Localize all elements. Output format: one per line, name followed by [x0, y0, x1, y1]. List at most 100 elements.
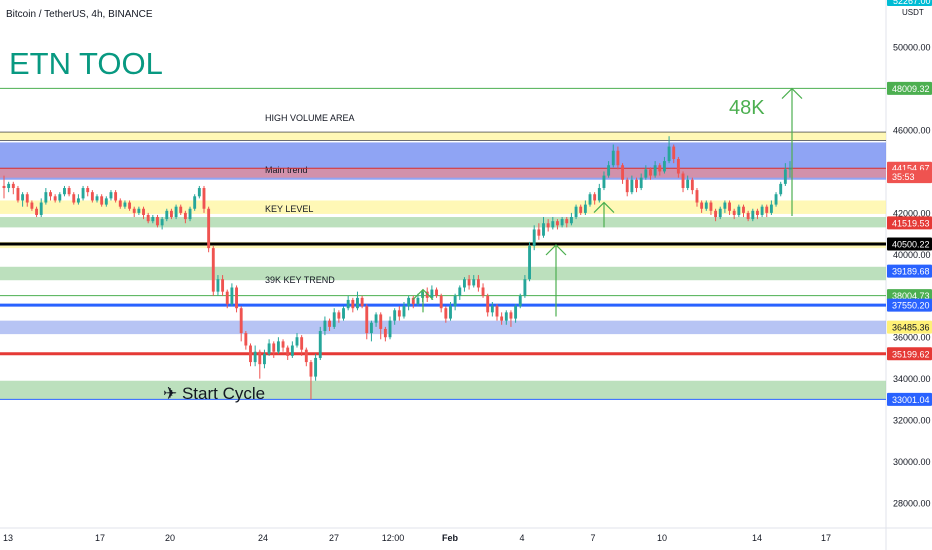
time-tick-label: 4 — [519, 533, 524, 543]
candle-body — [221, 279, 225, 292]
candle-body — [142, 208, 145, 215]
candle — [309, 360, 313, 400]
time-axis[interactable]: 13 17 20 24 27 12:00 Feb 4 7 10 14 17 — [3, 533, 831, 543]
time-tick-label: 24 — [258, 533, 268, 543]
candle-body — [309, 362, 313, 377]
candle-body — [328, 320, 332, 327]
candle-body — [230, 287, 234, 305]
candle-body — [332, 312, 336, 327]
candle-body — [593, 194, 597, 201]
time-tick-label: 10 — [657, 533, 667, 543]
candle — [49, 190, 52, 201]
candle-body — [100, 196, 104, 205]
candle-body — [565, 219, 569, 224]
candle — [174, 204, 178, 220]
candle — [425, 287, 429, 302]
symbol-header: Bitcoin / TetherUS, 4h, BINANCE — [6, 9, 153, 20]
candle-body — [509, 312, 513, 319]
candle-body — [774, 194, 778, 205]
candle — [630, 175, 634, 195]
candle-body — [244, 333, 248, 346]
candle-body — [104, 198, 108, 205]
candle-body — [197, 188, 201, 197]
candle-body — [258, 351, 262, 365]
candle — [76, 194, 80, 205]
candle — [86, 185, 90, 197]
candle-body — [779, 183, 783, 195]
arrow-head — [593, 201, 615, 213]
candle — [286, 345, 290, 361]
candle — [714, 208, 718, 222]
candle — [532, 225, 536, 251]
candle — [388, 316, 392, 340]
candle-body — [118, 200, 122, 207]
candle-body — [788, 168, 792, 170]
candle — [109, 190, 113, 201]
candle — [616, 146, 620, 170]
candle — [44, 188, 48, 205]
candle-body — [635, 179, 638, 189]
top-price-tag — [887, 0, 932, 6]
candle-body — [53, 196, 57, 201]
candle-body — [523, 279, 527, 296]
candle-body — [156, 217, 159, 226]
candle-body — [472, 279, 476, 286]
time-tick-label: 13 — [3, 533, 13, 543]
time-tick-label: 14 — [752, 533, 762, 543]
time-tick-label: 20 — [165, 533, 175, 543]
candle-body — [397, 310, 401, 317]
candle-body — [490, 306, 494, 313]
candle-body — [746, 212, 750, 220]
time-tick-label: 17 — [821, 533, 831, 543]
candle-body — [690, 179, 694, 191]
candle-body — [304, 349, 308, 363]
candle-body — [360, 297, 364, 307]
candle-body — [723, 202, 727, 209]
candle-body — [709, 202, 713, 211]
candle-body — [11, 183, 15, 189]
candle — [263, 349, 266, 369]
currency-label[interactable]: USDT — [902, 8, 924, 17]
candle — [295, 333, 299, 348]
candle — [676, 156, 680, 178]
candle — [528, 241, 531, 282]
zone-label: 39K KEY TREND — [265, 275, 335, 285]
price-axis[interactable]: 28000.00 30000.00 32000.00 34000.00 36000.00… — [887, 0, 932, 509]
candle-body — [439, 295, 443, 309]
candle — [314, 353, 318, 381]
candle — [402, 301, 406, 319]
candle — [342, 306, 345, 321]
price-tag-bg — [887, 264, 932, 278]
price-tag-bg — [887, 216, 932, 230]
candle — [137, 206, 141, 215]
candle — [746, 210, 750, 222]
price-tag: 39189.68 — [887, 264, 932, 278]
candle-body — [765, 206, 769, 213]
candle-body — [7, 183, 11, 189]
candle-body — [486, 295, 490, 313]
candle-body — [500, 316, 504, 321]
candle — [667, 136, 671, 164]
candle — [686, 175, 690, 191]
candle — [472, 275, 476, 288]
candle — [658, 163, 662, 176]
candle-body — [263, 353, 266, 365]
candle — [132, 206, 136, 218]
candle — [239, 306, 243, 342]
candle — [583, 200, 587, 215]
candle-body — [760, 206, 764, 215]
candle — [556, 219, 559, 230]
candle — [253, 345, 257, 367]
candle-body — [114, 192, 118, 201]
candle-body — [202, 188, 206, 209]
candle — [123, 200, 127, 209]
candle-body — [235, 287, 238, 309]
candle-body — [672, 146, 676, 160]
candle — [183, 210, 187, 224]
candle — [179, 204, 183, 215]
candle-body — [216, 279, 220, 292]
candle — [416, 293, 420, 307]
candle-body — [183, 212, 187, 220]
candle — [453, 293, 457, 311]
